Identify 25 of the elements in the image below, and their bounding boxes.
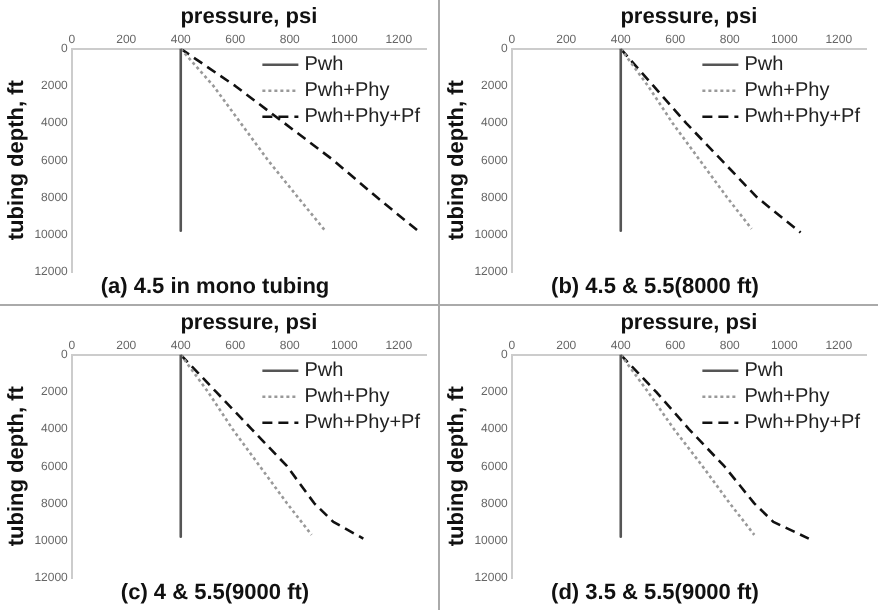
x-axis-title: pressure, psi [620,5,758,30]
text: (b) 4.5 & 5.5(8000 ft) [551,274,760,299]
y-axis-title: tubing depth, ft [445,385,470,547]
legend-label: Pwh+Phy [744,386,830,409]
legend-label: Pwh+Phy [744,80,830,103]
legend-label: Pwh+Phy+Pf [304,412,421,435]
legend-label: Pwh+Phy [304,80,390,103]
legend-label: Pwh [744,360,784,383]
y-axis-title: tubing depth, ft [5,385,30,547]
text: (a) 4.5 in mono tubing [100,274,330,299]
legend-label: Pwh+Phy+Pf [304,106,421,129]
x-axis-title: pressure, psi [620,311,758,336]
x-axis-title: pressure, psi [180,311,318,336]
legend-label: Pwh [744,54,784,77]
legend-label: Pwh+Phy+Pf [744,106,861,129]
x-axis-title: pressure, psi [180,5,318,30]
y-axis-title: tubing depth, ft [5,79,30,241]
legend-label: Pwh+Phy+Pf [744,412,861,435]
legend-label: Pwh+Phy [304,386,390,409]
text: (c) 4 & 5.5(9000 ft) [120,580,310,605]
y-axis-title: tubing depth, ft [445,79,470,241]
line-series [179,48,420,233]
legend-label: Pwh [304,360,344,383]
text: (d) 3.5 & 5.5(9000 ft) [551,580,760,605]
legend-label: Pwh [304,54,344,77]
